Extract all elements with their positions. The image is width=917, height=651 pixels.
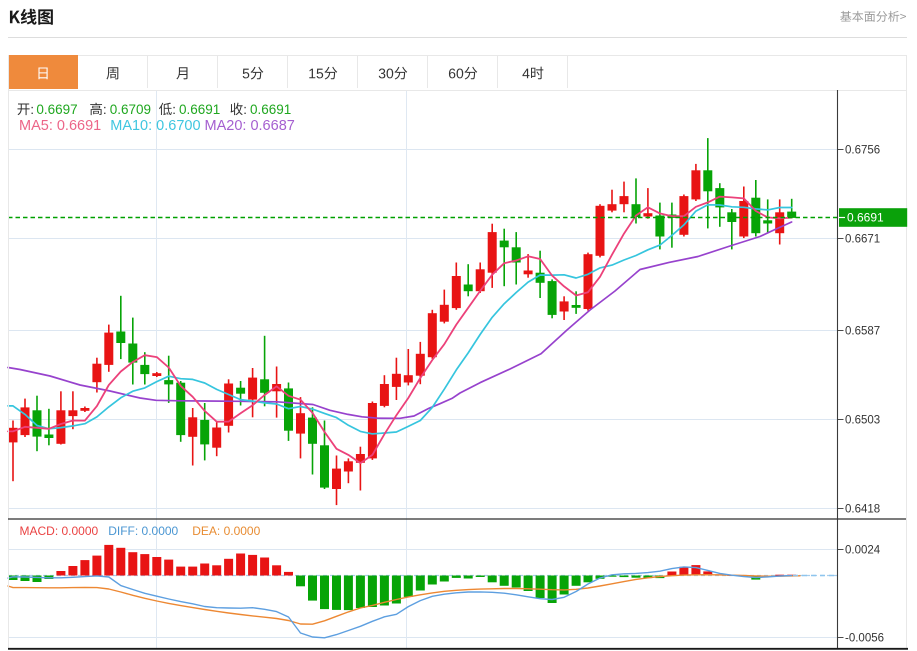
svg-text:0.6671: 0.6671 (845, 234, 880, 246)
svg-text:0.6691: 0.6691 (847, 211, 884, 225)
svg-text:0.0024: 0.0024 (845, 545, 881, 557)
svg-text:0.6587: 0.6587 (845, 326, 880, 338)
svg-text:0.6418: 0.6418 (845, 504, 880, 516)
svg-text:0.6756: 0.6756 (845, 145, 880, 157)
svg-text:-0.0056: -0.0056 (845, 633, 884, 645)
svg-text:0.6503: 0.6503 (845, 415, 880, 427)
